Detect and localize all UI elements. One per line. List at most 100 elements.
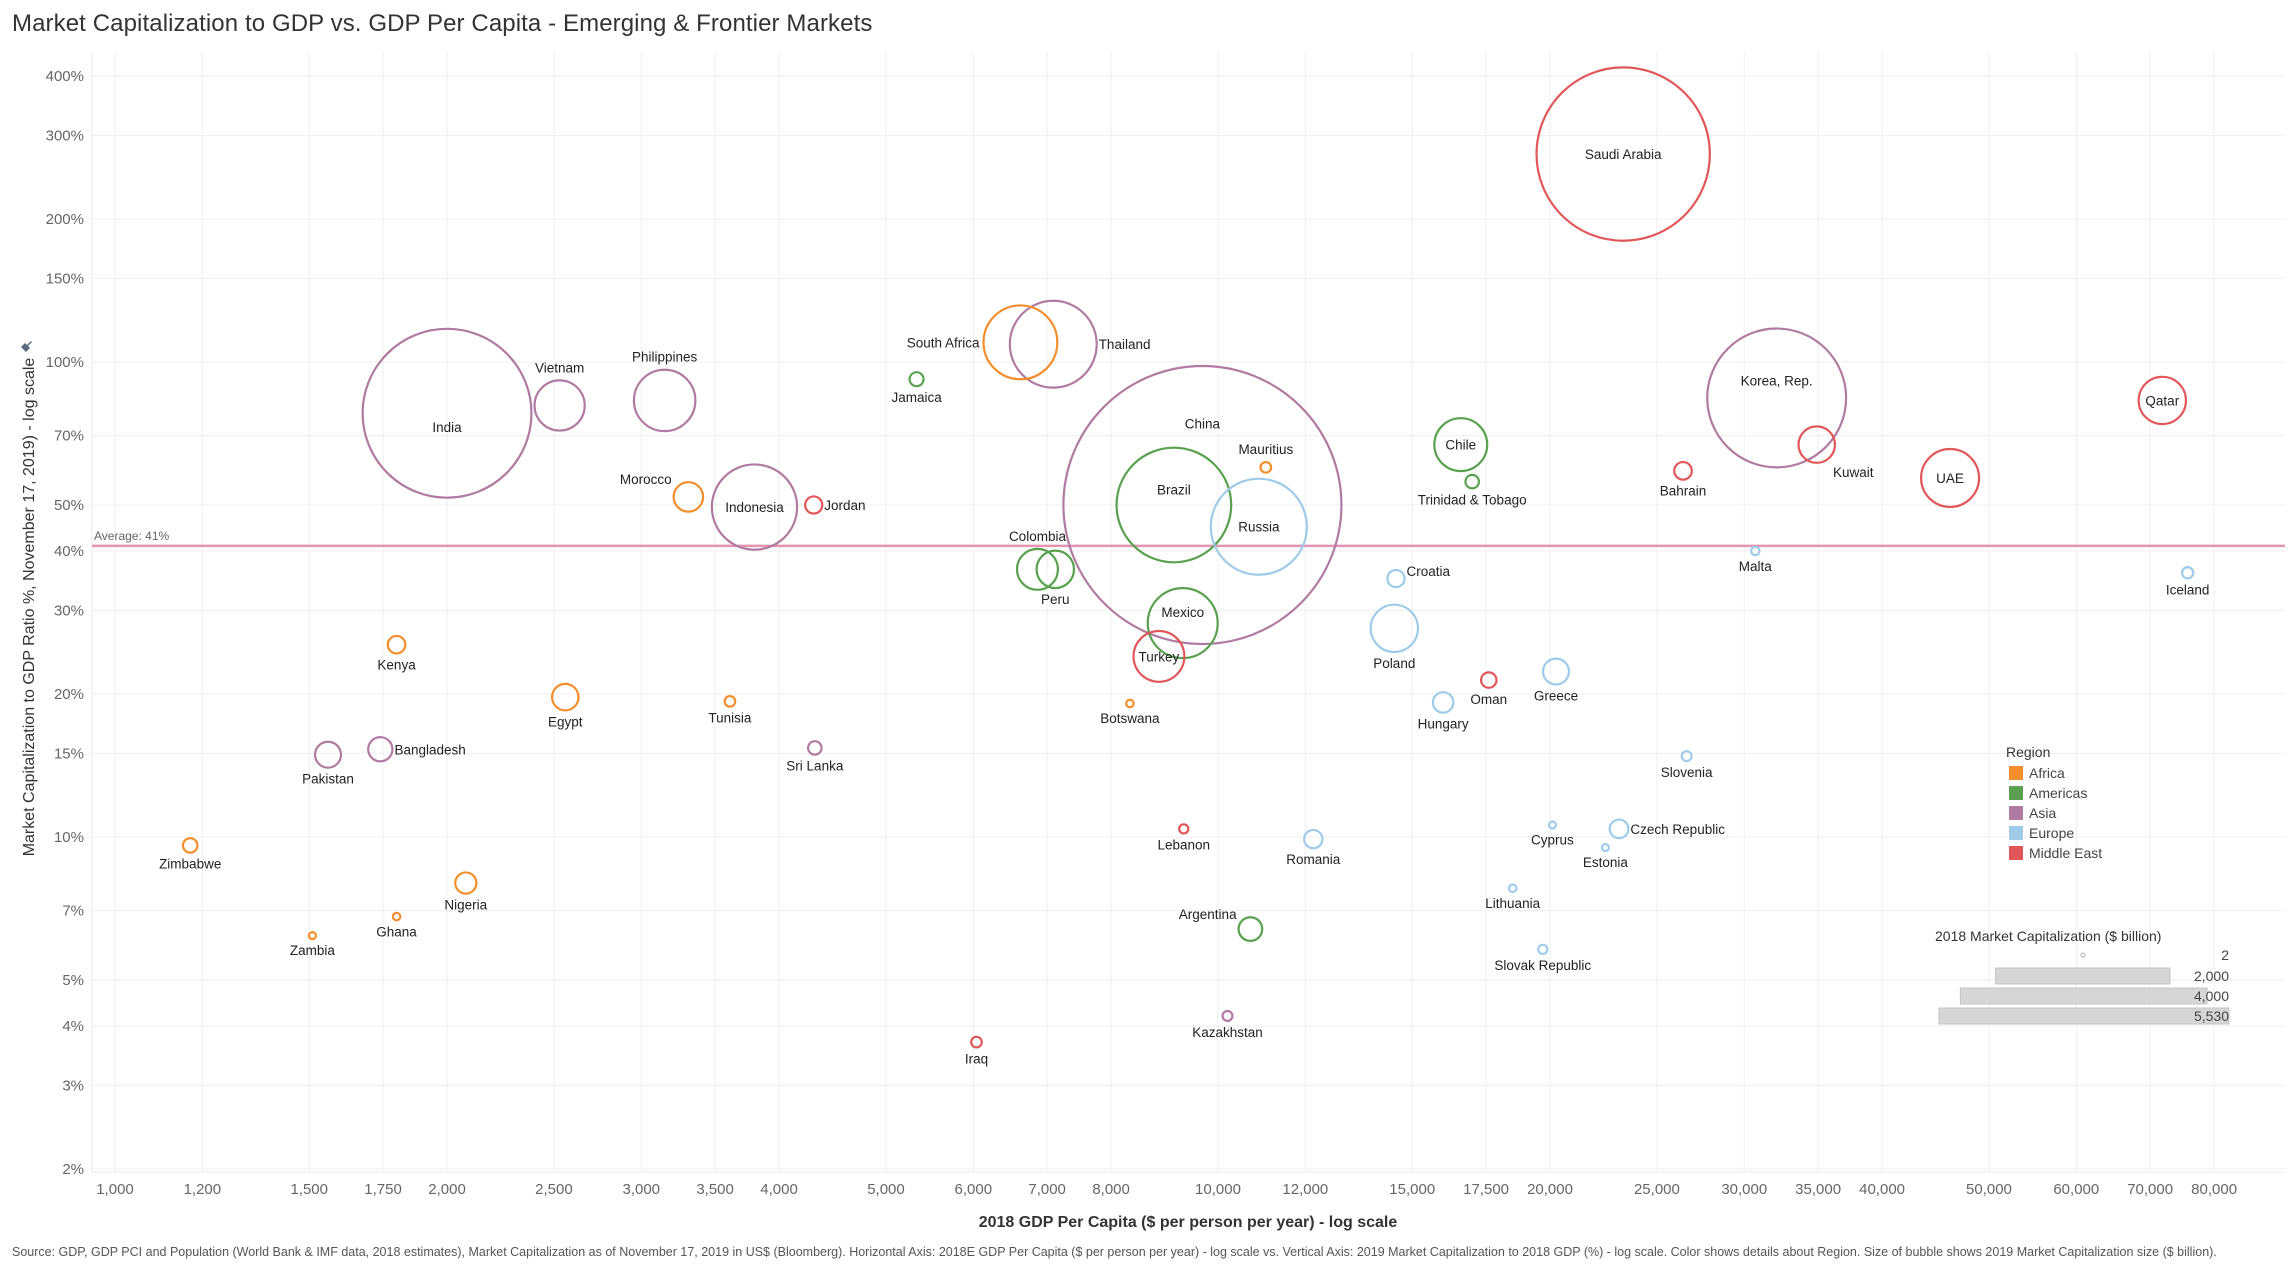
bubble-label: Slovenia [1661, 765, 1713, 780]
size-legend-label: 4,000 [2194, 988, 2229, 1004]
bubble-label: Iraq [965, 1051, 988, 1066]
y-tick-label: 5% [62, 972, 84, 989]
bubble-label: Ghana [376, 924, 417, 939]
bubble-label: Greece [1534, 689, 1578, 704]
bubble-label: Poland [1373, 656, 1415, 671]
average-label: Average: 41% [94, 529, 169, 543]
bubble-slovak-republic [1537, 943, 1549, 956]
chart-title: Market Capitalization to GDP vs. GDP Per… [12, 10, 873, 37]
x-tick-label: 6,000 [955, 1181, 993, 1198]
bubble-label: Croatia [1407, 564, 1451, 579]
x-axis-title: 2018 GDP Per Capita ($ per person per ye… [979, 1214, 1398, 1231]
bubble-tunisia [723, 694, 737, 708]
bubble-label: Zambia [290, 943, 336, 958]
x-tick-label: 35,000 [1795, 1181, 1841, 1198]
bubble-label: Egypt [548, 714, 583, 729]
bubble-label: Thailand [1099, 337, 1151, 352]
bubble-label: Bahrain [1660, 484, 1707, 499]
bubble-malta [1750, 545, 1761, 557]
x-tick-label: 70,000 [2127, 1181, 2173, 1198]
bubble-zambia [307, 931, 318, 941]
bubble-label: Mexico [1161, 605, 1204, 620]
bubble-label: Kazakhstan [1192, 1025, 1263, 1040]
bubble-qatar [2137, 375, 2188, 426]
region-legend: Region Africa Americas Asia Europe Middle Ea… [2006, 744, 2102, 861]
bubble-label: Philippines [632, 350, 698, 365]
bubble-label: Czech Republic [1630, 822, 1725, 837]
bubble-label: Bangladesh [394, 742, 465, 757]
bubble-labels: China Saudi Arabia India Korea, Rep. Brazil R… [159, 147, 2209, 1066]
bubble-croatia [1386, 568, 1406, 589]
bubble-label: Brazil [1157, 483, 1191, 498]
bubble-uae [1920, 447, 1981, 509]
bubble-label: India [432, 420, 462, 435]
bubble-botswana [1125, 698, 1135, 709]
bubble-ghana [391, 911, 402, 922]
bubble-jordan [804, 495, 824, 515]
bubble-nigeria [454, 871, 478, 895]
bubble-oman [1479, 671, 1498, 689]
y-tick-label: 40% [54, 543, 84, 560]
bubble-lebanon [1178, 823, 1190, 835]
bubble-iceland [2180, 566, 2195, 580]
y-tick-label: 100% [46, 354, 84, 371]
x-axis-ticks: 1,000 1,200 1,500 1,750 2,000 2,500 3,000 3,500… [96, 1181, 2237, 1198]
size-legend-label: 2 [2221, 947, 2229, 963]
bubble-label: Botswana [1100, 711, 1160, 726]
x-tick-label: 1,000 [96, 1181, 134, 1198]
bubble-pakistan [313, 740, 343, 769]
size-legend: 2018 Market Capitalization ($ billion) 2… [1935, 928, 2230, 1025]
bubble-saudi-arabia [1535, 66, 1711, 242]
bubble-label: Romania [1286, 852, 1341, 867]
y-tick-label: 50% [54, 497, 84, 514]
bubble-sri-lanka [806, 740, 823, 756]
bubble-slovenia [1680, 750, 1693, 763]
size-legend-mark [2080, 952, 2086, 958]
bubble-label: Slovak Republic [1494, 958, 1591, 973]
bubble-label: Peru [1041, 592, 1070, 607]
bubble-india [361, 327, 533, 499]
bubble-lithuania [1507, 883, 1518, 894]
bubble-label: Lebanon [1157, 837, 1210, 852]
gridlines [91, 52, 2285, 1173]
x-tick-label: 3,000 [622, 1181, 660, 1198]
x-tick-label: 1,750 [364, 1181, 402, 1198]
size-legend-label: 2,000 [2194, 968, 2229, 984]
bubble-label: Vietnam [535, 360, 584, 375]
bubble-label: UAE [1936, 471, 1964, 486]
x-tick-label: 4,000 [760, 1181, 798, 1198]
bubble-kazakhstan [1221, 1009, 1234, 1023]
x-tick-label: 40,000 [1859, 1181, 1905, 1198]
bubble-label: Zimbabwe [159, 857, 221, 872]
bubble-philippines [632, 368, 697, 433]
size-legend-label: 5,530 [2194, 1008, 2229, 1024]
bubble-label: Nigeria [444, 898, 487, 913]
bubble-label: Colombia [1009, 529, 1067, 544]
bubble-poland [1369, 603, 1420, 654]
legend-swatch-africa [2009, 766, 2023, 780]
bubble-romania [1302, 828, 1324, 850]
pin-icon[interactable] [21, 341, 32, 352]
bubble-brazil [1115, 446, 1233, 564]
x-tick-label: 12,000 [1282, 1181, 1328, 1198]
bubble-bangladesh [367, 736, 394, 763]
bubble-label: Oman [1470, 692, 1507, 707]
bubble-mexico [1146, 587, 1219, 660]
bubble-label: Trinidad & Tobago [1418, 492, 1527, 507]
x-tick-label: 3,500 [696, 1181, 734, 1198]
bubble-iraq [970, 1035, 983, 1049]
x-tick-label: 20,000 [1527, 1181, 1573, 1198]
legend-label: Middle East [2029, 845, 2102, 861]
bubbles [181, 66, 2195, 1049]
bubble-egypt [550, 682, 580, 712]
bubble-label: Kenya [377, 657, 416, 672]
x-tick-label: 10,000 [1195, 1181, 1241, 1198]
source-footnote: Source: GDP, GDP PCI and Population (Wor… [12, 1245, 2217, 1259]
bubble-label: Kuwait [1833, 465, 1874, 480]
y-tick-label: 20% [54, 686, 84, 703]
size-legend-title: 2018 Market Capitalization ($ billion) [1935, 928, 2161, 944]
y-tick-label: 30% [54, 602, 84, 619]
bubble-thailand [1008, 299, 1098, 389]
size-legend-bar [1938, 1007, 2230, 1025]
